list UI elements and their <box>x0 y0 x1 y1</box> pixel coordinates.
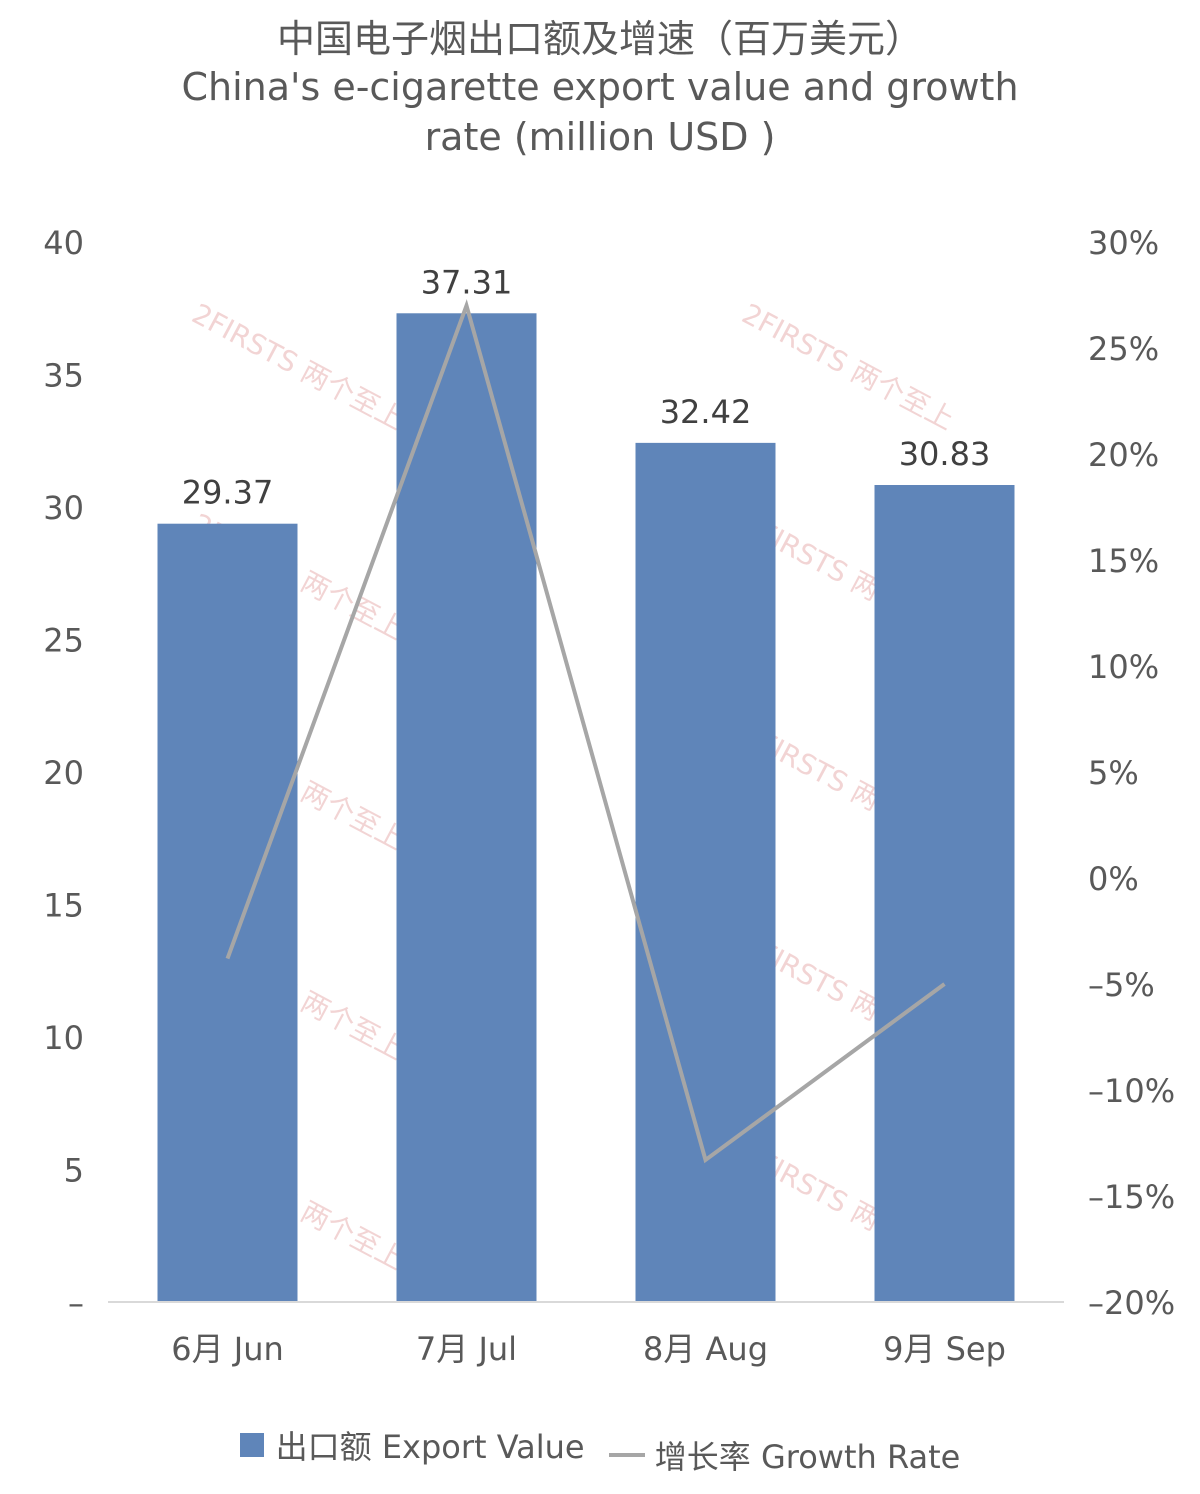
bar-data-label-3: 32.42 <box>660 393 752 431</box>
watermark-text: 2FIRSTS 两个至上 <box>737 297 960 437</box>
left-tick-label: 20 <box>43 754 84 792</box>
right-tick-label: 25% <box>1088 330 1159 368</box>
chart-title-en-line2: rate (million USD ) <box>424 115 776 159</box>
left-tick-label: 25 <box>43 622 84 660</box>
left-tick-label: 5 <box>64 1152 84 1190</box>
left-tick-label: 40 <box>43 224 84 262</box>
right-tick-label: 20% <box>1088 436 1159 474</box>
right-tick-label: –15% <box>1088 1178 1175 1216</box>
right-tick-label: 5% <box>1088 754 1139 792</box>
bar-1 <box>157 523 298 1302</box>
chart-title-en-line1: China's e-cigarette export value and gro… <box>181 65 1019 109</box>
bar-4 <box>874 485 1015 1302</box>
watermark-text: 2FIRSTS 两个至上 <box>187 297 410 437</box>
right-tick-label: –20% <box>1088 1284 1175 1322</box>
category-label: 8月 Aug <box>643 1330 768 1368</box>
left-tick-label: 15 <box>43 887 84 925</box>
left-tick-label: 10 <box>43 1019 84 1057</box>
chart-title-cn: 中国电子烟出口额及增速（百万美元） <box>276 17 923 61</box>
right-tick-label: 30% <box>1088 224 1159 262</box>
right-tick-label: 10% <box>1088 648 1159 686</box>
legend-bar-swatch <box>239 1433 264 1457</box>
legend-label-export: 出口额 Export Value <box>275 1428 585 1466</box>
bar-3 <box>635 442 776 1302</box>
left-tick-label: 30 <box>43 489 84 527</box>
bar-2 <box>396 313 537 1302</box>
category-label: 6月 Jun <box>171 1330 284 1368</box>
growth-rate-line <box>225 299 946 1164</box>
legend-item-export: 出口额 Export Value <box>239 1422 585 1468</box>
bar-data-label-4: 30.83 <box>899 435 991 473</box>
bar-data-label-1: 29.37 <box>182 474 274 512</box>
line-series <box>225 299 946 1164</box>
legend-line-swatch <box>608 1453 645 1457</box>
axes: – 5 10 15 20 25 30 35 40 –20% –15% –10% –5% 0% 5% 10% 15… <box>43 224 1175 1368</box>
bar-data-label-2: 37.31 <box>421 263 513 301</box>
left-tick-label: – <box>68 1284 84 1322</box>
bar-series <box>157 313 1015 1302</box>
data-labels: 29.37 37.31 32.42 30.83 <box>182 263 991 511</box>
legend-label-growth: 增长率 Growth Rate <box>654 1438 961 1476</box>
right-tick-label: 0% <box>1088 860 1139 898</box>
legend-item-growth: 增长率 Growth Rate <box>603 1432 961 1478</box>
category-label: 9月 Sep <box>883 1330 1006 1368</box>
left-tick-label: 35 <box>43 357 84 395</box>
right-tick-label: –5% <box>1088 966 1155 1004</box>
legend: 出口额 Export Value 增长率 Growth Rate <box>0 1422 1200 1478</box>
right-tick-label: –10% <box>1088 1072 1175 1110</box>
right-tick-label: 15% <box>1088 542 1159 580</box>
category-label: 7月 Jul <box>416 1330 517 1368</box>
